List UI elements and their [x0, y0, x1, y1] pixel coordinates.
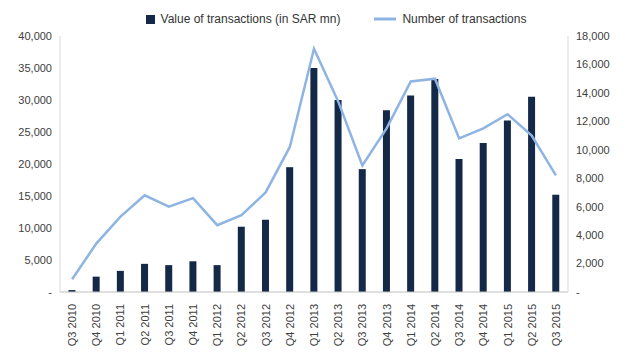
svg-text:25,000: 25,000 [18, 126, 52, 138]
svg-text:Q3 2011: Q3 2011 [163, 304, 175, 345]
svg-text:10,000: 10,000 [18, 222, 52, 234]
svg-text:-: - [576, 286, 580, 298]
svg-text:Q1 2015: Q1 2015 [502, 304, 514, 346]
svg-text:20,000: 20,000 [18, 158, 52, 170]
html-text:Value of transactions (in SAR: Value of transactions (in SAR mn) [160, 12, 341, 26]
svg-text:Q3 2014: Q3 2014 [453, 304, 465, 346]
svg-text:Q1 2014: Q1 2014 [405, 304, 417, 346]
svg-text:Q3 2012: Q3 2012 [260, 304, 272, 346]
svg-text:Q3 2010: Q3 2010 [66, 304, 78, 346]
svg-text:Q4 2013: Q4 2013 [381, 304, 393, 346]
svg-text:30,000: 30,000 [18, 94, 52, 106]
svg-text:15,000: 15,000 [18, 190, 52, 202]
svg-text:16,000: 16,000 [576, 58, 610, 70]
svg-text:Q3 2015: Q3 2015 [550, 304, 562, 346]
svg-text:5,000: 5,000 [24, 254, 52, 266]
svg-text:Q2 2015: Q2 2015 [526, 304, 538, 346]
svg-text:10,000: 10,000 [576, 144, 610, 156]
svg-text:Q4 2012: Q4 2012 [284, 304, 296, 346]
svg-text:Q2 2014: Q2 2014 [429, 304, 441, 346]
svg-text:Q1 2012: Q1 2012 [211, 304, 223, 346]
svg-text:18,000: 18,000 [576, 30, 610, 42]
svg-text:40,000: 40,000 [18, 30, 52, 42]
svg-text:Q3 2013: Q3 2013 [356, 304, 368, 346]
svg-text:Q4 2014: Q4 2014 [477, 304, 489, 346]
svg-text:2,000: 2,000 [576, 257, 604, 269]
svg-text:Q2 2011: Q2 2011 [139, 304, 151, 345]
svg-text:Q1 2011: Q1 2011 [114, 304, 126, 345]
svg-text:Q1 2013: Q1 2013 [308, 304, 320, 346]
svg-text:Q4 2010: Q4 2010 [90, 304, 102, 346]
svg-text:12,000: 12,000 [576, 115, 610, 127]
svg-text:14,000: 14,000 [576, 87, 610, 99]
svg-text:35,000: 35,000 [18, 62, 52, 74]
svg-text:6,000: 6,000 [576, 201, 604, 213]
svg-text:Q2 2013: Q2 2013 [332, 304, 344, 346]
svg-text:8,000: 8,000 [576, 172, 604, 184]
svg-text:Q4 2011: Q4 2011 [187, 304, 199, 345]
svg-text:4,000: 4,000 [576, 229, 604, 241]
html-text:Number of transactions: Number of transactions [402, 12, 527, 26]
svg-text:-: - [48, 286, 52, 298]
svg-text:Q2 2012: Q2 2012 [235, 304, 247, 346]
